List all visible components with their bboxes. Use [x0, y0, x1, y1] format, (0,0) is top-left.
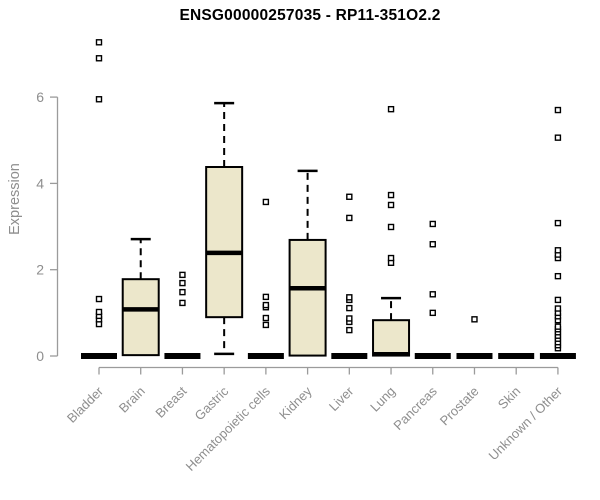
x-tick-label: Unknown / Other [485, 383, 565, 463]
outlier-point [387, 223, 395, 231]
collapsed-box [456, 353, 493, 359]
outlier-point [179, 299, 186, 307]
x-tick-label: Lung [367, 384, 398, 415]
outlier-point [429, 241, 436, 248]
outlier-point [179, 288, 186, 296]
outlier-point [429, 291, 436, 298]
x-tick-label: Liver [326, 383, 357, 414]
box [121, 278, 160, 357]
outlier-point [554, 305, 562, 312]
x-tick-label: Breast [152, 383, 189, 420]
box [288, 238, 327, 357]
outlier-point [554, 134, 562, 141]
boxplot-gastric [205, 101, 244, 356]
boxplot-brain [121, 237, 160, 357]
outlier-point [95, 39, 103, 46]
boxplot-pancreas [414, 220, 451, 359]
outlier-point [262, 301, 270, 309]
outlier-point [346, 304, 353, 312]
boxplot-hematopoietic-cells [247, 198, 284, 359]
x-tick-label: Bladder [64, 383, 107, 426]
x-tick-label: Skin [495, 384, 523, 412]
outlier-point [429, 220, 436, 228]
outlier-point [262, 314, 270, 322]
y-axis-title: Expression [7, 163, 23, 235]
boxplot-skin [498, 353, 535, 359]
collapsed-box [539, 353, 576, 359]
chart-title: ENSG00000257035 - RP11-351O2.2 [179, 7, 441, 24]
collapsed-box [81, 353, 117, 359]
y-tick-label: 4 [36, 175, 44, 191]
x-tick-label: Gastric [192, 383, 232, 423]
outlier-point [346, 193, 353, 200]
boxplot-prostate [456, 316, 493, 359]
outlier-point [387, 191, 395, 199]
collapsed-box [331, 353, 368, 359]
collapsed-box [498, 353, 535, 359]
outlier-point [262, 293, 270, 301]
x-tick-label: Kidney [276, 383, 315, 422]
outlier-point [95, 295, 103, 303]
boxplot-liver [331, 193, 368, 359]
outlier-point [95, 55, 103, 62]
boxplot-breast [164, 271, 201, 359]
boxplot-kidney [288, 169, 327, 357]
box [205, 166, 244, 319]
outlier-point [346, 315, 353, 322]
collapsed-box [164, 353, 201, 359]
boxplot-bladder [81, 39, 117, 359]
outlier-point [95, 308, 103, 316]
box [372, 319, 411, 357]
y-tick-label: 0 [36, 348, 44, 364]
outlier-point [95, 96, 103, 103]
outlier-point [262, 321, 270, 329]
axes [50, 96, 559, 375]
boxplot-unknown-other [539, 106, 576, 359]
x-tick-label: Pancreas [390, 383, 440, 433]
outlier-point [471, 316, 478, 323]
outlier-point [387, 201, 395, 209]
collapsed-box [414, 353, 451, 359]
collapsed-box [247, 353, 284, 359]
outlier-point [346, 214, 353, 222]
outlier-point [554, 106, 562, 114]
outlier-point [554, 247, 562, 254]
outlier-point [179, 271, 186, 279]
outlier-point [554, 272, 562, 280]
outlier-point [554, 323, 562, 330]
outlier-point [346, 294, 353, 301]
y-tick-label: 2 [36, 262, 44, 278]
outlier-point [554, 219, 562, 227]
outlier-point [429, 309, 436, 317]
outlier-point [179, 279, 186, 287]
outlier-point [262, 198, 270, 206]
outlier-point [387, 105, 395, 113]
outlier-point [387, 254, 395, 262]
x-tick-label: Prostate [437, 384, 482, 429]
boxplot-lung [372, 105, 411, 357]
outlier-point [346, 326, 353, 334]
x-tick-label: Brain [116, 384, 148, 416]
outlier-point [554, 296, 562, 304]
y-tick-label: 6 [36, 89, 44, 105]
